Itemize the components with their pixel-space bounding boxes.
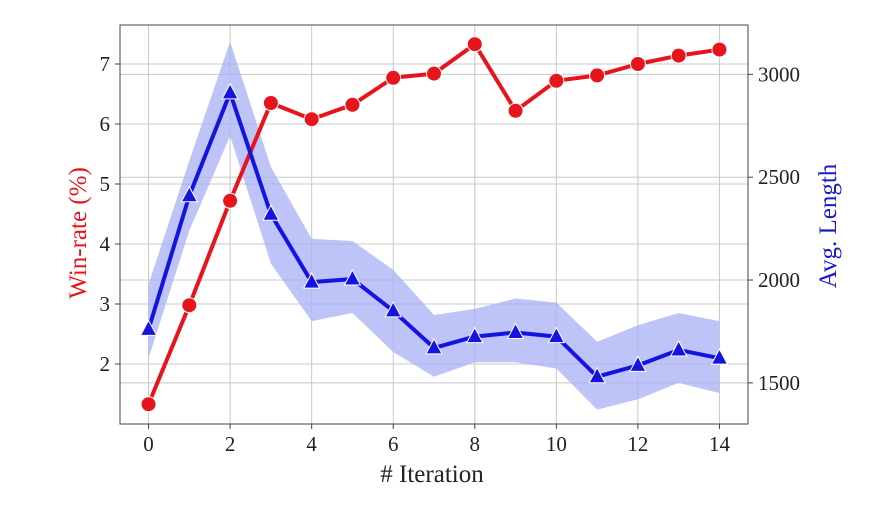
win-rate-point — [548, 72, 565, 89]
x-axis-title: # Iteration — [380, 461, 484, 488]
right-y-axis-title: Avg. Length — [815, 163, 842, 288]
avg-length-point — [588, 366, 606, 384]
avg-length-point — [547, 326, 566, 344]
right-y-tick-labels: 1500 2000 2500 3000 — [748, 62, 800, 395]
avg-length-point — [384, 300, 403, 318]
left-y-tick-label: 3 — [100, 292, 111, 316]
plot-frame — [119, 24, 749, 425]
avg-length-point — [262, 204, 280, 221]
right-y-tick-label: 2500 — [758, 165, 800, 189]
win-rate-point — [507, 102, 524, 119]
x-tick-label: 14 — [709, 432, 731, 456]
left-y-tick-label: 7 — [100, 52, 111, 76]
right-y-tick-label: 3000 — [758, 62, 800, 86]
x-tick-label: 6 — [388, 432, 399, 456]
avg-length-confidence-band — [148, 41, 720, 410]
left-y-tick-label: 2 — [100, 352, 111, 376]
x-tick-label: 10 — [546, 432, 567, 456]
left-y-axis-title: Win-rate (%) — [65, 167, 92, 299]
avg-length-point — [343, 268, 362, 286]
right-y-tick-label: 2000 — [758, 268, 800, 292]
avg-length-point — [302, 272, 321, 289]
avg-length-point — [425, 337, 443, 355]
left-y-tick-label: 6 — [100, 112, 111, 136]
right-y-tick-label: 1500 — [758, 371, 800, 395]
win-rate-point — [629, 56, 646, 72]
win-rate-point — [589, 67, 606, 84]
win-rate-point — [344, 96, 361, 113]
avg-length-series — [139, 82, 729, 384]
left-y-tick-label: 5 — [100, 172, 111, 196]
win-rate-point — [426, 65, 442, 82]
x-tick-label: 4 — [306, 432, 317, 456]
avg-length-point — [139, 319, 158, 336]
win-rate-point — [303, 111, 320, 128]
avg-length-point — [710, 348, 729, 365]
win-rate-point — [181, 297, 198, 314]
avg-length-point — [629, 355, 647, 372]
avg-length-point — [180, 185, 199, 203]
avg-length-point — [465, 326, 484, 344]
left-y-tick-label: 4 — [100, 232, 111, 256]
win-rate-series — [140, 36, 728, 413]
win-rate-point — [222, 192, 239, 209]
win-rate-point — [140, 396, 157, 413]
x-tick-labels: 0 2 4 6 8 10 12 14 — [143, 424, 730, 456]
win-rate-point — [711, 41, 728, 58]
avg-length-point — [506, 322, 525, 339]
x-tick-label: 12 — [627, 432, 648, 456]
win-rate-point — [670, 47, 687, 64]
win-rate-point — [466, 36, 483, 53]
x-tick-label: 0 — [143, 432, 154, 456]
x-tick-label: 2 — [225, 432, 236, 456]
win-rate-point — [262, 95, 279, 111]
x-tick-label: 8 — [470, 432, 481, 456]
avg-length-point — [221, 82, 239, 100]
win-rate-point — [385, 69, 402, 86]
left-y-tick-labels: 2 3 4 5 6 7 — [100, 52, 120, 376]
avg-length-point — [669, 339, 688, 357]
